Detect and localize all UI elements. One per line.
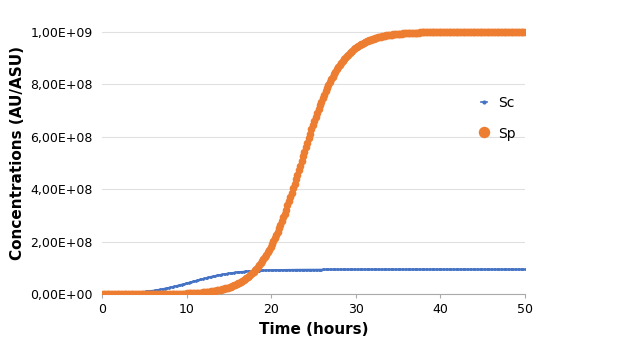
- Sp: [99, 292, 106, 297]
- Line: Sp: Sp: [99, 28, 529, 298]
- Line: Sc: Sc: [101, 268, 526, 295]
- Sp: [350, 47, 358, 52]
- X-axis label: Time (hours): Time (hours): [259, 322, 369, 337]
- Sp: [357, 42, 365, 47]
- Sc: [349, 267, 356, 272]
- Y-axis label: Concentrations (AU/ASU): Concentrations (AU/ASU): [10, 46, 24, 260]
- Sc: [481, 267, 489, 272]
- Sp: [481, 30, 489, 34]
- Sp: [521, 30, 529, 34]
- Sp: [349, 48, 356, 53]
- Sp: [454, 30, 462, 34]
- Sc: [521, 267, 529, 272]
- Sp: [100, 292, 108, 297]
- Sc: [454, 267, 462, 272]
- Sc: [100, 292, 108, 296]
- Sc: [350, 267, 358, 272]
- Sc: [357, 267, 365, 272]
- Sc: [99, 292, 106, 296]
- Legend: Sc, Sp: Sc, Sp: [481, 96, 515, 141]
